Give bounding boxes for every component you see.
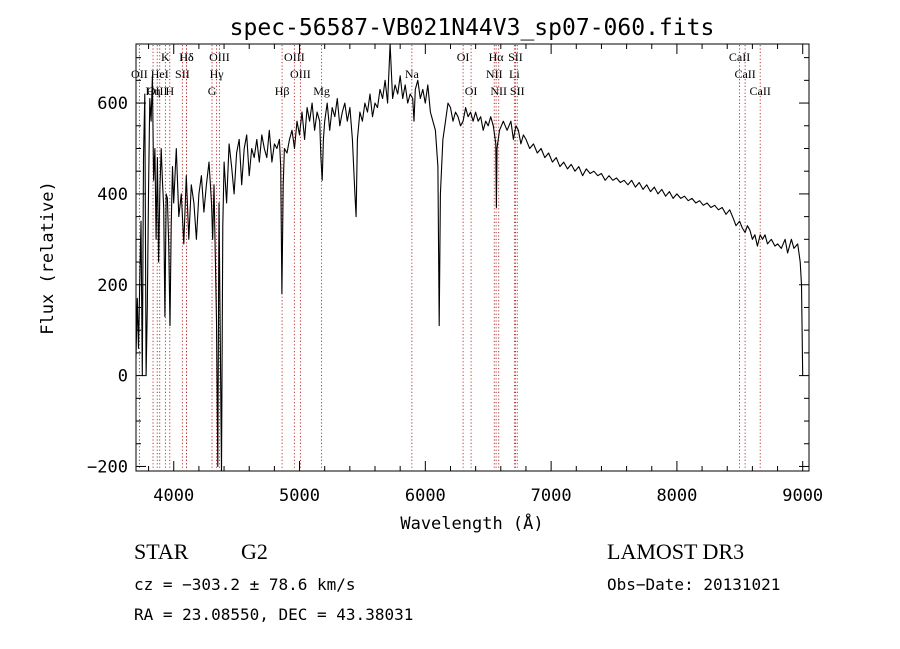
x-tick-label: 9000 (782, 486, 823, 506)
coordinates: RA = 23.08550, DEC = 43.38031 (134, 605, 413, 624)
x-tick-label: 4000 (153, 486, 194, 506)
flux-series (135, 43, 804, 472)
spectral-line-label: OI (465, 84, 478, 98)
spectral-line-label: SII (510, 84, 525, 98)
spectral-line-label: Hδ (179, 50, 194, 64)
x-axis: 4000 5000 6000 7000 8000 9000 (148, 44, 823, 506)
y-tick-label: −200 (87, 457, 128, 477)
spectral-line-label: K (161, 50, 170, 64)
spectral-line-label: SII (175, 67, 190, 81)
chart-title: spec-56587-VB021N44V3_sp07-060.fits (230, 15, 715, 41)
spectral-line-label: OIII (290, 67, 311, 81)
spectral-line-label: OII (131, 67, 148, 81)
y-tick-label: 200 (97, 276, 128, 296)
y-tick-label: 0 (118, 367, 128, 387)
spectral-line-label: CaII (729, 50, 750, 64)
spectral-line-label: H (165, 84, 174, 98)
spectral-line-label: Hβ (275, 84, 290, 98)
y-tick-label: 400 (97, 185, 128, 205)
x-tick-label: 7000 (531, 486, 572, 506)
x-tick-label: 6000 (405, 486, 446, 506)
y-axis-label: Flux (relative) (38, 181, 58, 335)
object-class: STAR (134, 539, 189, 564)
spectral-line-label: CaII (750, 84, 771, 98)
spectral-line-label: CaII (734, 67, 755, 81)
spectral-line-label: HeI (151, 67, 169, 81)
x-tick-label: 5000 (279, 486, 320, 506)
flux-line (135, 43, 804, 472)
y-tick-label: 600 (97, 94, 128, 114)
spectral-line-label: OIII (284, 50, 305, 64)
spectral-line-label: G (208, 84, 217, 98)
spectral-line-label: NII (490, 84, 507, 98)
spectral-line-label: Mg (313, 84, 330, 98)
spectral-line-label: Na (405, 67, 420, 81)
spectral-line-label: Li (509, 67, 520, 81)
obs-date: Obs−Date: 20131021 (607, 575, 780, 594)
x-tick-label: 8000 (656, 486, 697, 506)
spectral-line-label: NII (486, 67, 503, 81)
spectral-line-label: Hγ (210, 67, 225, 81)
spectral-line-markers (138, 45, 761, 470)
x-axis-label: Wavelength (Å) (400, 512, 543, 534)
spectral-line-label: Hδ (179, 50, 194, 64)
redshift-cz: cz = −303.2 ± 78.6 km/s (134, 575, 356, 594)
spectral-line-label: SII (508, 50, 523, 64)
survey-name: LAMOST DR3 (607, 539, 744, 564)
subclass: G2 (241, 539, 268, 564)
plot-frame (135, 43, 810, 472)
spectral-line-label: OIII (209, 50, 230, 64)
spectral-line-label: OI (457, 50, 470, 64)
spectral-line-label: Hα (489, 50, 505, 64)
y-axis: −200 0 200 400 600 (87, 57, 809, 477)
